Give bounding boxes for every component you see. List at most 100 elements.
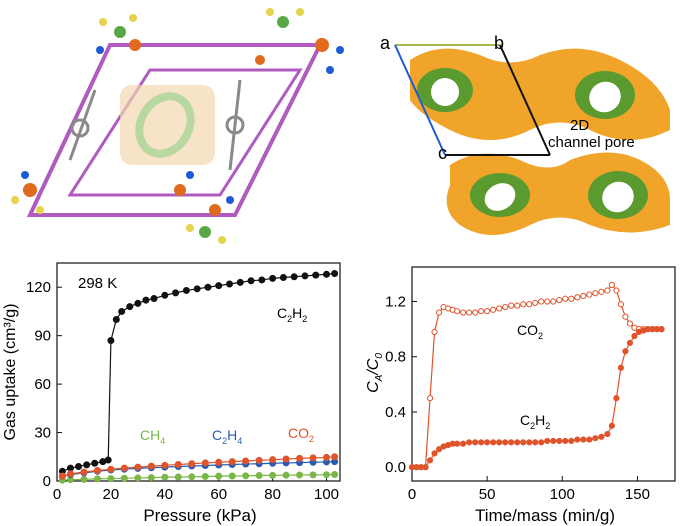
temperature-annotation: 298 K (78, 275, 117, 292)
point-co2 (574, 294, 581, 301)
point-co2 (188, 460, 196, 468)
point-c2h2 (312, 271, 320, 279)
c2h2-label: C2H2 (520, 412, 550, 431)
point-ch4 (296, 471, 304, 479)
y-tick-label: 120 (26, 279, 51, 296)
point-c2h2 (104, 456, 112, 464)
y-tick-label: 0.8 (385, 349, 406, 366)
point-co2 (107, 465, 115, 473)
point-ch4 (282, 471, 290, 479)
point-c2h2 (279, 274, 287, 282)
point-c2h2 (426, 457, 434, 464)
point-co2 (568, 295, 575, 302)
point-c2h2 (150, 295, 158, 303)
point-c2h2 (598, 433, 605, 440)
point-co2 (215, 458, 223, 466)
point-ch4 (228, 472, 236, 480)
point-c2h2 (604, 430, 611, 438)
series-layer (58, 269, 339, 484)
point-c2h2 (526, 439, 533, 446)
point-co2 (431, 328, 438, 335)
point-c2h2 (608, 422, 615, 429)
y-tick-label: 30 (34, 425, 51, 442)
pore-label-line2: channel pore (548, 134, 635, 151)
point-co2 (331, 453, 339, 461)
point-c2h2 (466, 439, 473, 446)
c2h4-label: C2H4 (212, 427, 242, 446)
point-co2 (526, 301, 533, 308)
y-tick-label: 0.0 (385, 459, 406, 476)
point-co2 (323, 453, 331, 461)
point-co2 (255, 456, 263, 464)
point-ch4 (269, 471, 277, 479)
point-ch4 (242, 472, 250, 480)
point-c2h2 (431, 450, 438, 457)
point-ch4 (331, 471, 339, 479)
crystal-structure (11, 8, 344, 244)
plot-frame (411, 266, 676, 482)
point-c2h2 (556, 437, 563, 445)
x-tick-label: 80 (264, 486, 281, 503)
point-co2 (502, 303, 509, 311)
series-line-c2h4 (62, 461, 335, 477)
point-co2 (622, 313, 629, 320)
point-co2 (544, 298, 551, 305)
point-ch4 (107, 475, 115, 483)
point-co2 (586, 291, 593, 298)
unit-cell (394, 44, 551, 156)
point-co2 (93, 467, 101, 475)
point-c2h2 (658, 326, 665, 333)
point-co2 (426, 395, 434, 402)
point-co2 (490, 306, 497, 313)
point-ch4 (323, 471, 331, 479)
point-c2h2 (215, 282, 223, 290)
point-c2h2 (435, 446, 443, 453)
point-co2 (580, 292, 587, 300)
point-co2 (269, 456, 277, 464)
pore-diagram: a b c 2D channel pore (380, 33, 670, 235)
point-c2h2 (580, 436, 587, 443)
c2h2-label: C2H2 (277, 305, 307, 324)
plot-frame (56, 262, 341, 482)
point-co2 (453, 308, 461, 315)
point-c2h2 (172, 289, 180, 297)
point-co2 (134, 463, 142, 471)
y-tick-label: 0.4 (385, 404, 406, 421)
point-c2h2 (622, 348, 629, 355)
y-axis-label: CA/C0 (365, 353, 385, 393)
point-c2h2 (613, 395, 620, 402)
point-co2 (66, 470, 74, 478)
point-co2 (592, 290, 599, 297)
point-co2 (617, 301, 624, 308)
point-c2h2 (331, 269, 339, 277)
point-co2 (598, 288, 605, 295)
point-c2h2 (592, 435, 599, 442)
point-ch4 (188, 473, 196, 481)
point-c2h2 (66, 464, 74, 472)
point-c2h2 (514, 439, 521, 446)
x-tick-label: 60 (210, 486, 227, 503)
point-co2 (80, 468, 88, 476)
co2-label: CO2 (288, 425, 314, 444)
point-co2 (242, 457, 250, 465)
point-co2 (228, 458, 236, 466)
point-c2h2 (574, 436, 581, 443)
pore-label-line1: 2D (570, 117, 589, 134)
point-c2h2 (225, 280, 233, 288)
point-co2 (626, 320, 634, 327)
point-c2h2 (459, 440, 467, 447)
linkers (68, 79, 245, 171)
point-ch4 (215, 472, 223, 480)
point-co2 (520, 301, 527, 308)
point-c2h2 (193, 285, 201, 293)
point-c2h2 (502, 439, 509, 446)
point-ch4 (120, 474, 128, 482)
point-co2 (459, 309, 467, 316)
point-ch4 (161, 473, 169, 481)
x-tick-label: 0 (53, 486, 61, 503)
point-c2h2 (422, 464, 429, 471)
tick-layer: 0 20 40 60 80 100 0 30 60 90 120 (26, 279, 339, 503)
y-tick-label: 0 (43, 473, 51, 490)
point-co2 (161, 461, 169, 469)
